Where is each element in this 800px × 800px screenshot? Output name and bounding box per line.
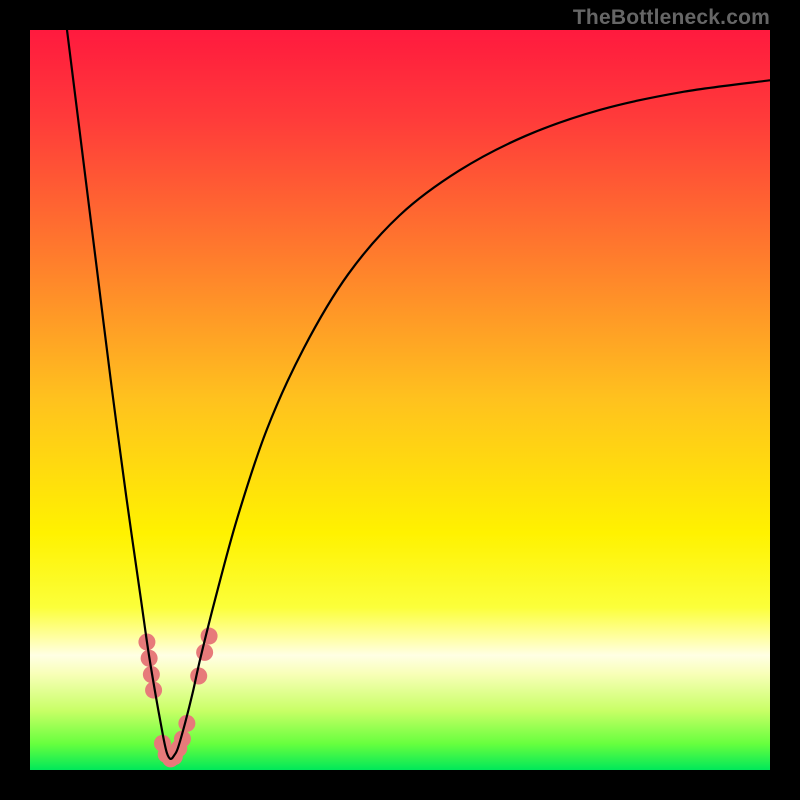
- marker-point: [196, 644, 213, 661]
- marker-point: [201, 628, 218, 645]
- watermark-text: TheBottleneck.com: [573, 6, 770, 30]
- bottleneck-curve-chart: [30, 30, 770, 770]
- chart-frame: TheBottleneck.com: [0, 0, 800, 800]
- plot-area: [30, 30, 770, 770]
